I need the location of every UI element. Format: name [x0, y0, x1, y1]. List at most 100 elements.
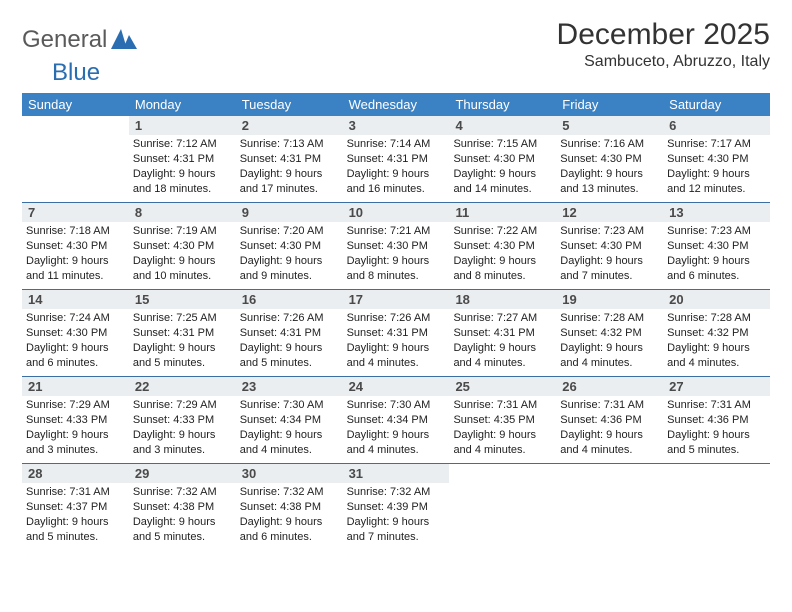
daylight-text: Daylight: 9 hours and 10 minutes. [133, 254, 232, 284]
daylight-text: Daylight: 9 hours and 13 minutes. [560, 167, 659, 197]
day-number: 30 [236, 464, 343, 483]
sunrise-text: Sunrise: 7:23 AM [560, 224, 659, 239]
daylight-text: Daylight: 9 hours and 5 minutes. [133, 515, 232, 545]
daylight-text: Daylight: 9 hours and 8 minutes. [453, 254, 552, 284]
day-number: 31 [343, 464, 450, 483]
calendar-header-row: Sunday Monday Tuesday Wednesday Thursday… [22, 93, 770, 116]
sunrise-text: Sunrise: 7:20 AM [240, 224, 339, 239]
sunset-text: Sunset: 4:30 PM [26, 239, 125, 254]
day-cell: 10Sunrise: 7:21 AMSunset: 4:30 PMDayligh… [343, 203, 450, 289]
day-number: 27 [663, 377, 770, 396]
day-cell: 1Sunrise: 7:12 AMSunset: 4:31 PMDaylight… [129, 116, 236, 202]
sunrise-text: Sunrise: 7:27 AM [453, 311, 552, 326]
logo-text-general: General [22, 26, 107, 54]
sunrise-text: Sunrise: 7:19 AM [133, 224, 232, 239]
sunset-text: Sunset: 4:36 PM [667, 413, 766, 428]
sunrise-text: Sunrise: 7:12 AM [133, 137, 232, 152]
week-row: 28Sunrise: 7:31 AMSunset: 4:37 PMDayligh… [22, 464, 770, 550]
sunrise-text: Sunrise: 7:29 AM [26, 398, 125, 413]
day-cell: 23Sunrise: 7:30 AMSunset: 4:34 PMDayligh… [236, 377, 343, 463]
daylight-text: Daylight: 9 hours and 4 minutes. [347, 428, 446, 458]
day-cell: 30Sunrise: 7:32 AMSunset: 4:38 PMDayligh… [236, 464, 343, 550]
sunset-text: Sunset: 4:31 PM [240, 152, 339, 167]
day-cell: 8Sunrise: 7:19 AMSunset: 4:30 PMDaylight… [129, 203, 236, 289]
sunset-text: Sunset: 4:32 PM [667, 326, 766, 341]
daylight-text: Daylight: 9 hours and 11 minutes. [26, 254, 125, 284]
daylight-text: Daylight: 9 hours and 4 minutes. [560, 341, 659, 371]
week-row: 7Sunrise: 7:18 AMSunset: 4:30 PMDaylight… [22, 203, 770, 290]
daylight-text: Daylight: 9 hours and 3 minutes. [133, 428, 232, 458]
daylight-text: Daylight: 9 hours and 12 minutes. [667, 167, 766, 197]
sunset-text: Sunset: 4:32 PM [560, 326, 659, 341]
sunset-text: Sunset: 4:37 PM [26, 500, 125, 515]
dayheader-fri: Friday [556, 93, 663, 116]
daylight-text: Daylight: 9 hours and 4 minutes. [667, 341, 766, 371]
sunset-text: Sunset: 4:31 PM [240, 326, 339, 341]
day-cell: 7Sunrise: 7:18 AMSunset: 4:30 PMDaylight… [22, 203, 129, 289]
dayheader-mon: Monday [129, 93, 236, 116]
day-cell [663, 464, 770, 550]
day-cell: 26Sunrise: 7:31 AMSunset: 4:36 PMDayligh… [556, 377, 663, 463]
sunset-text: Sunset: 4:30 PM [240, 239, 339, 254]
daylight-text: Daylight: 9 hours and 4 minutes. [453, 428, 552, 458]
day-number [556, 464, 663, 484]
weeks-container: 1 Sunrise: 7:12 AM Sunset: 4:31 PM Daylight… [22, 116, 770, 550]
day-number: 5 [556, 116, 663, 135]
daylight-text: Daylight: 9 hours and 5 minutes. [26, 515, 125, 545]
sunset-text: Sunset: 4:31 PM [453, 326, 552, 341]
day-cell: 14Sunrise: 7:24 AMSunset: 4:30 PMDayligh… [22, 290, 129, 376]
sunset-text: Sunset: 4:35 PM [453, 413, 552, 428]
daylight-text: Daylight: 9 hours and 5 minutes. [133, 341, 232, 371]
day-cell: 27Sunrise: 7:31 AMSunset: 4:36 PMDayligh… [663, 377, 770, 463]
day-cell: 19 Sunrise: 7:28 AMSunset: 4:32 PMDayligh… [556, 290, 663, 376]
day-number: 6 [663, 116, 770, 135]
dayheader-tue: Tuesday [236, 93, 343, 116]
sunrise-text: Sunrise: 7:16 AM [560, 137, 659, 152]
sunset-text: Sunset: 4:31 PM [347, 152, 446, 167]
day-number: 11 [449, 203, 556, 222]
sunset-text: Sunset: 4:31 PM [347, 326, 446, 341]
day-number: 19 [556, 290, 663, 309]
sunrise-text: Sunrise: 7:31 AM [453, 398, 552, 413]
sunset-text: Sunset: 4:39 PM [347, 500, 446, 515]
daylight-text: Daylight: 9 hours and 6 minutes. [26, 341, 125, 371]
sunrise-text: Sunrise: 7:30 AM [347, 398, 446, 413]
sunrise-text: Sunrise: 7:25 AM [133, 311, 232, 326]
sunset-text: Sunset: 4:30 PM [26, 326, 125, 341]
sunset-text: Sunset: 4:33 PM [133, 413, 232, 428]
daylight-text: Daylight: 9 hours and 3 minutes. [26, 428, 125, 458]
sunrise-text: Sunrise: 7:15 AM [453, 137, 552, 152]
day-number: 28 [22, 464, 129, 483]
location: Sambuceto, Abruzzo, Italy [557, 53, 770, 71]
day-cell [22, 116, 129, 202]
day-cell: 22Sunrise: 7:29 AMSunset: 4:33 PMDayligh… [129, 377, 236, 463]
sunset-text: Sunset: 4:38 PM [240, 500, 339, 515]
sunset-text: Sunset: 4:38 PM [133, 500, 232, 515]
day-number [663, 464, 770, 484]
title-block: December 2025 Sambuceto, Abruzzo, Italy [557, 18, 770, 71]
day-cell: 20Sunrise: 7:28 AMSunset: 4:32 PMDayligh… [663, 290, 770, 376]
daylight-text: Daylight: 9 hours and 9 minutes. [240, 254, 339, 284]
sunrise-text: Sunrise: 7:31 AM [560, 398, 659, 413]
day-number: 9 [236, 203, 343, 222]
day-number: 13 [663, 203, 770, 222]
dayheader-sun: Sunday [22, 93, 129, 116]
day-number: 26 [556, 377, 663, 396]
sunrise-text: Sunrise: 7:22 AM [453, 224, 552, 239]
day-number: 21 [22, 377, 129, 396]
sunset-text: Sunset: 4:30 PM [133, 239, 232, 254]
daylight-text: Daylight: 9 hours and 5 minutes. [667, 428, 766, 458]
day-number: 16 [236, 290, 343, 309]
day-cell: 24Sunrise: 7:30 AMSunset: 4:34 PMDayligh… [343, 377, 450, 463]
day-cell: 25Sunrise: 7:31 AMSunset: 4:35 PMDayligh… [449, 377, 556, 463]
sunset-text: Sunset: 4:30 PM [560, 239, 659, 254]
logo-sail-icon [111, 27, 137, 54]
daylight-text: Daylight: 9 hours and 18 minutes. [133, 167, 232, 197]
day-number: 17 [343, 290, 450, 309]
sunset-text: Sunset: 4:34 PM [347, 413, 446, 428]
sunrise-text: Sunrise: 7:28 AM [560, 311, 659, 326]
sunset-text: Sunset: 4:34 PM [240, 413, 339, 428]
day-number: 20 [663, 290, 770, 309]
day-number: 10 [343, 203, 450, 222]
day-number: 1 [129, 116, 236, 135]
